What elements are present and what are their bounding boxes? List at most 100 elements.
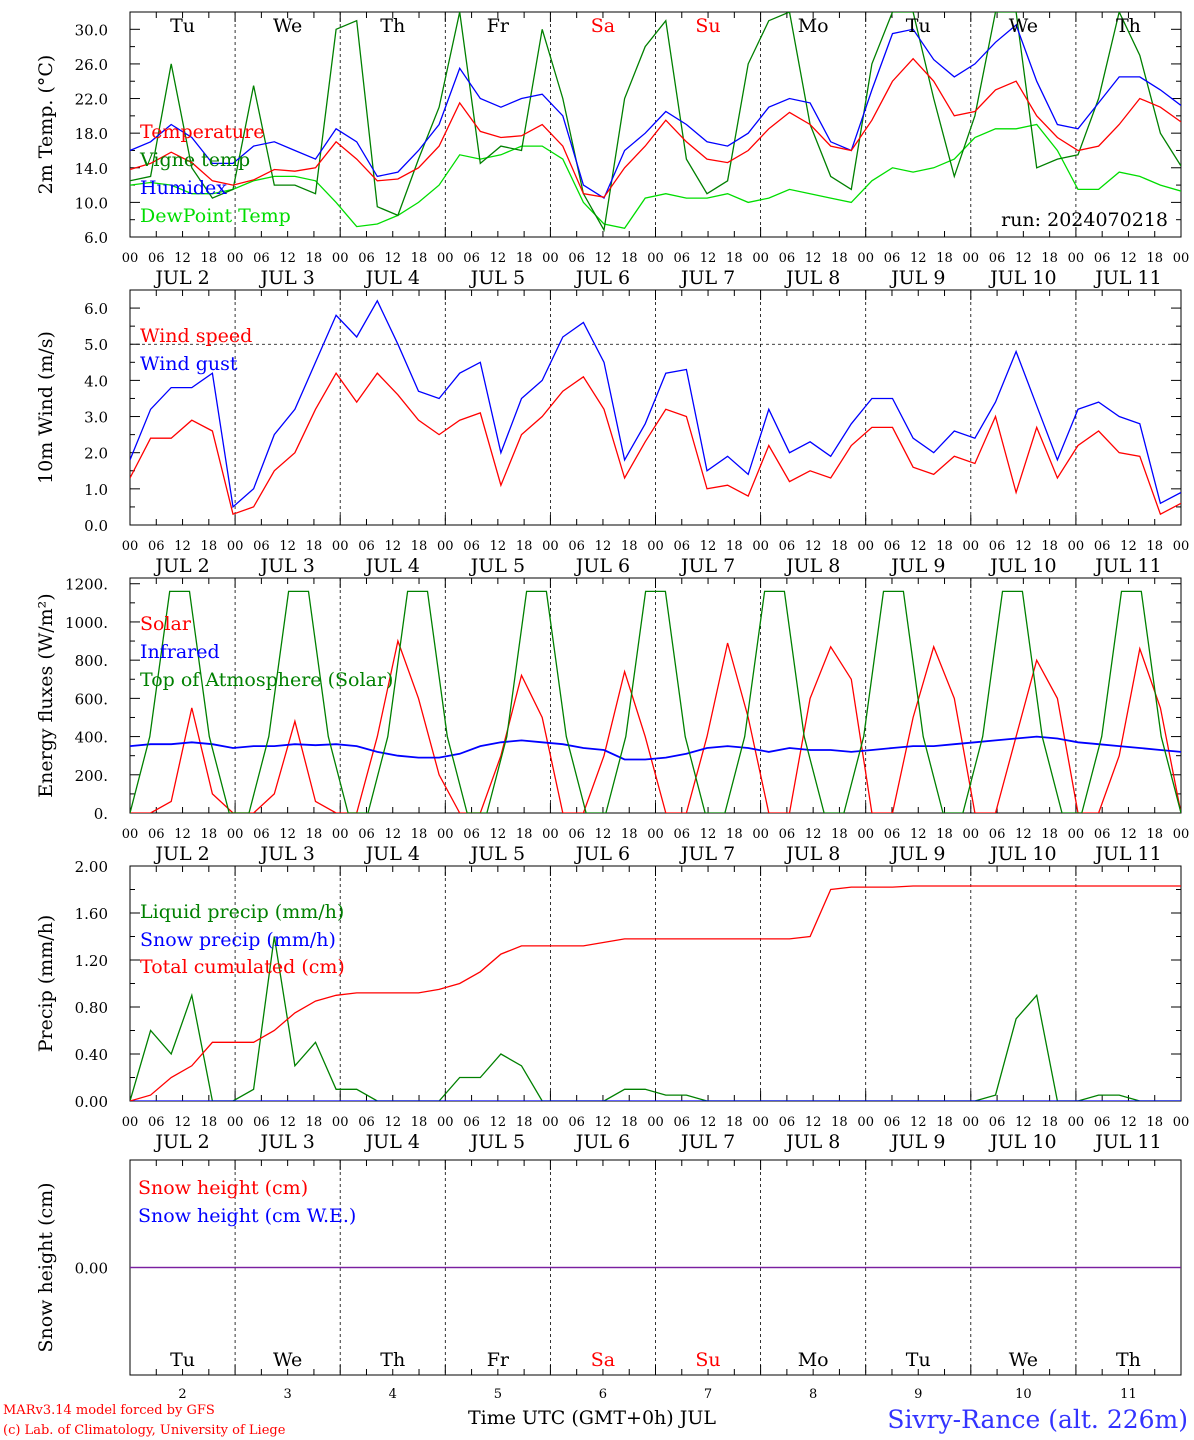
bottom-day-number: 2	[178, 1387, 186, 1402]
x-tick-label: 12	[384, 1115, 401, 1130]
x-tick-label: 12	[384, 251, 401, 266]
x-tick-label: 00	[857, 827, 874, 842]
x-tick-label: 06	[674, 1115, 691, 1130]
x-tick-label: 12	[595, 539, 612, 554]
x-tick-label: 12	[910, 827, 927, 842]
x-tick-label: 06	[779, 827, 796, 842]
day-of-week-label: Su	[695, 15, 720, 37]
y-tick-label: 18.0	[75, 125, 108, 143]
x-tick-label: 00	[647, 1115, 664, 1130]
bottom-day-number: 6	[599, 1387, 607, 1402]
x-tick-label: 06	[463, 539, 480, 554]
x-tick-label: 00	[857, 251, 874, 266]
x-tick-label: 00	[752, 1115, 769, 1130]
date-label: JUL 8	[784, 843, 840, 865]
date-label: JUL 4	[364, 843, 420, 865]
x-tick-label: 00	[752, 827, 769, 842]
date-label: JUL 2	[153, 843, 209, 865]
x-tick-label: 06	[568, 539, 585, 554]
date-label: JUL 11	[1093, 1131, 1161, 1153]
x-tick-label: 12	[490, 827, 507, 842]
x-tick-label: 18	[831, 251, 848, 266]
y-axis-label: Energy fluxes (W/m²)	[35, 593, 57, 797]
x-tick-label: 12	[279, 251, 296, 266]
x-tick-label: 12	[1015, 539, 1032, 554]
date-label: JUL 11	[1093, 843, 1161, 865]
day-of-week-label: Mo	[798, 15, 829, 37]
x-tick-label: 18	[411, 827, 428, 842]
date-label: JUL 11	[1093, 555, 1161, 577]
x-tick-label: 06	[674, 827, 691, 842]
y-tick-label: 0.40	[75, 1046, 108, 1064]
x-tick-label: 18	[306, 827, 323, 842]
x-tick-label: 12	[805, 539, 822, 554]
x-tick-label: 12	[700, 539, 717, 554]
x-tick-label: 12	[700, 827, 717, 842]
x-tick-label: 00	[227, 539, 244, 554]
y-tick-label: 6.0	[84, 300, 108, 318]
x-tick-label: 18	[306, 251, 323, 266]
day-of-week-label: Mo	[798, 1349, 829, 1371]
y-tick-label: 5.0	[84, 336, 108, 354]
date-label: JUL 10	[988, 555, 1056, 577]
x-tick-label: 00	[122, 539, 139, 554]
x-tick-label: 06	[568, 1115, 585, 1130]
legend-entry: DewPoint Temp	[140, 205, 291, 227]
x-tick-label: 00	[752, 251, 769, 266]
date-label: JUL 9	[889, 843, 945, 865]
date-label: JUL 4	[364, 1131, 420, 1153]
date-label: JUL 6	[574, 1131, 630, 1153]
day-of-week-label: Sa	[591, 1349, 615, 1371]
x-tick-label: 12	[805, 827, 822, 842]
date-label: JUL 7	[679, 1131, 735, 1153]
x-tick-label: 12	[910, 1115, 927, 1130]
station-label: Sivry-Rance (alt. 226m)	[887, 1405, 1188, 1434]
day-of-week-label: Th	[1116, 1349, 1141, 1371]
x-tick-label: 00	[963, 1115, 980, 1130]
x-tick-label: 06	[779, 1115, 796, 1130]
x-tick-label: 18	[621, 539, 638, 554]
series-line-wind-1	[130, 299, 1181, 509]
x-tick-label: 12	[1015, 827, 1032, 842]
series-line-precip-0	[130, 936, 1181, 1101]
y-axis-label: 2m Temp. (°C)	[35, 55, 57, 195]
x-tick-label: 06	[884, 251, 901, 266]
x-tick-label: 00	[1068, 1115, 1085, 1130]
x-tick-label: 18	[1041, 1115, 1058, 1130]
x-tick-label: 18	[1041, 251, 1058, 266]
x-tick-label: 12	[174, 827, 191, 842]
date-label: JUL 2	[153, 1131, 209, 1153]
x-tick-label: 00	[437, 539, 454, 554]
y-tick-label: 2.0	[84, 445, 108, 463]
date-label: JUL 7	[679, 555, 735, 577]
x-tick-label: 06	[989, 827, 1006, 842]
y-tick-label: 1000.	[65, 614, 108, 632]
x-tick-label: 18	[831, 827, 848, 842]
y-tick-label: 600.	[75, 690, 108, 708]
x-axis-label: Time UTC (GMT+0h) JUL	[468, 1407, 716, 1429]
date-label: JUL 10	[988, 1131, 1056, 1153]
x-tick-label: 12	[384, 539, 401, 554]
date-label: JUL 8	[784, 555, 840, 577]
x-tick-label: 06	[463, 251, 480, 266]
x-tick-label: 18	[1146, 827, 1163, 842]
date-label: JUL 2	[153, 267, 209, 289]
y-tick-label: 0.	[94, 805, 108, 823]
y-axis-label: 10m Wind (m/s)	[35, 331, 57, 484]
x-tick-label: 06	[674, 251, 691, 266]
legend-entry: Wind gust	[140, 353, 238, 375]
x-tick-label: 06	[884, 1115, 901, 1130]
x-tick-label: 12	[1015, 251, 1032, 266]
x-tick-label: 06	[148, 539, 165, 554]
legend-entry: Top of Atmosphere (Solar)	[140, 669, 393, 691]
x-tick-label: 18	[1146, 1115, 1163, 1130]
x-tick-label: 06	[674, 539, 691, 554]
bottom-day-number: 7	[704, 1387, 712, 1402]
day-of-week-label: We	[273, 1349, 302, 1371]
x-tick-label: 18	[1041, 539, 1058, 554]
date-label: JUL 8	[784, 267, 840, 289]
x-tick-label: 00	[332, 539, 349, 554]
x-tick-label: 18	[726, 251, 743, 266]
day-of-week-label: We	[1009, 15, 1038, 37]
x-tick-label: 00	[542, 1115, 559, 1130]
